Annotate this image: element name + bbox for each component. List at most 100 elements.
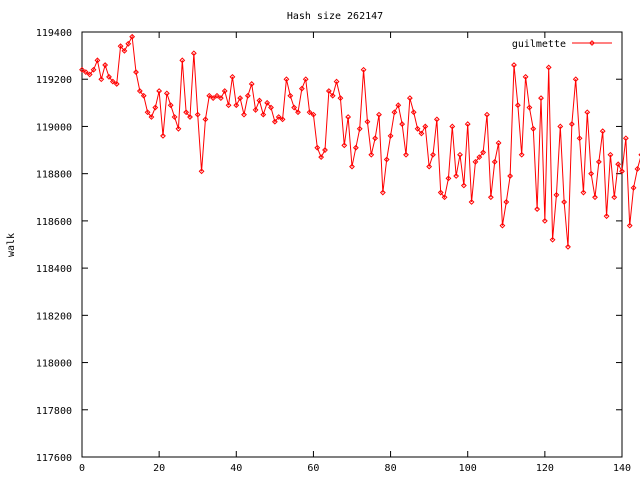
data-point (268, 104, 274, 111)
data-point (383, 156, 390, 163)
data-point (98, 76, 105, 83)
data-point (233, 102, 240, 109)
data-point (507, 173, 514, 179)
data-point (109, 78, 116, 85)
x-tick-label: 0 (79, 463, 85, 474)
data-point (94, 57, 101, 64)
data-point (549, 236, 556, 243)
data-point (133, 69, 139, 76)
series-layer (79, 33, 640, 250)
legend-marker (589, 40, 595, 46)
data-point (190, 50, 197, 57)
data-point (198, 168, 205, 175)
data-point (464, 121, 471, 127)
data-point (179, 57, 186, 64)
y-tick-label: 119400 (36, 28, 72, 39)
data-point (129, 33, 136, 40)
data-point (275, 114, 282, 120)
data-point (457, 151, 463, 158)
data-point (156, 88, 163, 94)
data-point (418, 130, 425, 137)
data-point (210, 95, 217, 102)
data-point (217, 95, 224, 102)
data-point (557, 123, 564, 130)
data-point (534, 206, 541, 212)
data-point (194, 111, 201, 118)
data-point (561, 199, 568, 205)
data-point (460, 182, 467, 189)
y-tick-label: 118800 (36, 170, 72, 181)
data-point (379, 189, 386, 196)
data-point (503, 199, 510, 205)
data-point (352, 144, 359, 151)
data-point (152, 104, 159, 111)
data-point (426, 163, 433, 170)
data-point (214, 92, 220, 99)
data-point (264, 99, 271, 106)
data-point (187, 114, 193, 120)
data-point (206, 92, 213, 99)
legend: guilmette (512, 39, 612, 50)
data-point (395, 102, 402, 109)
y-tick-label: 117600 (36, 453, 72, 464)
y-axis-label: walk (6, 233, 17, 257)
data-point (256, 97, 263, 104)
data-point (271, 118, 278, 125)
data-point (541, 217, 548, 224)
data-point (514, 102, 521, 109)
data-point (588, 170, 595, 177)
data-point (584, 109, 591, 116)
data-point (325, 88, 332, 94)
data-point (580, 189, 587, 196)
x-tick-label: 20 (153, 463, 165, 474)
data-point (468, 199, 475, 205)
data-point (364, 118, 371, 125)
legend-label: guilmette (512, 39, 566, 50)
data-point (615, 161, 622, 168)
data-point (341, 142, 348, 149)
data-point (244, 92, 251, 99)
data-point (511, 62, 517, 68)
data-point (487, 194, 494, 201)
data-point (626, 222, 633, 229)
data-point (163, 90, 170, 97)
x-tick-label: 40 (230, 463, 242, 474)
data-point (630, 184, 637, 191)
data-point (318, 154, 325, 161)
data-point (491, 158, 498, 165)
data-point (337, 95, 344, 102)
data-point (79, 66, 85, 73)
data-point (252, 107, 259, 113)
data-point (113, 81, 120, 87)
data-point (90, 66, 97, 73)
data-point (422, 123, 429, 130)
data-point (117, 43, 124, 50)
y-tick-label: 118000 (36, 359, 72, 370)
data-point (495, 140, 502, 146)
data-point (414, 125, 421, 132)
data-point (125, 40, 132, 47)
chart-title: Hash size 262147 (287, 11, 383, 22)
data-point (619, 168, 625, 175)
data-point (476, 154, 483, 161)
data-point (376, 111, 382, 118)
data-point (403, 151, 409, 158)
data-point (221, 88, 228, 94)
series-line (81, 35, 640, 247)
x-tick-label: 80 (385, 463, 397, 474)
data-point (484, 111, 490, 118)
x-tick-label: 140 (613, 463, 631, 474)
data-point (148, 114, 155, 120)
data-point (183, 109, 190, 116)
data-point (291, 104, 298, 111)
data-point (356, 125, 363, 132)
data-point (106, 73, 112, 80)
data-point (453, 173, 460, 179)
y-tick-label: 118200 (36, 311, 72, 322)
data-point (410, 109, 417, 116)
data-point (140, 92, 147, 99)
data-point (298, 85, 305, 92)
data-point (406, 95, 413, 102)
data-point (82, 69, 89, 76)
